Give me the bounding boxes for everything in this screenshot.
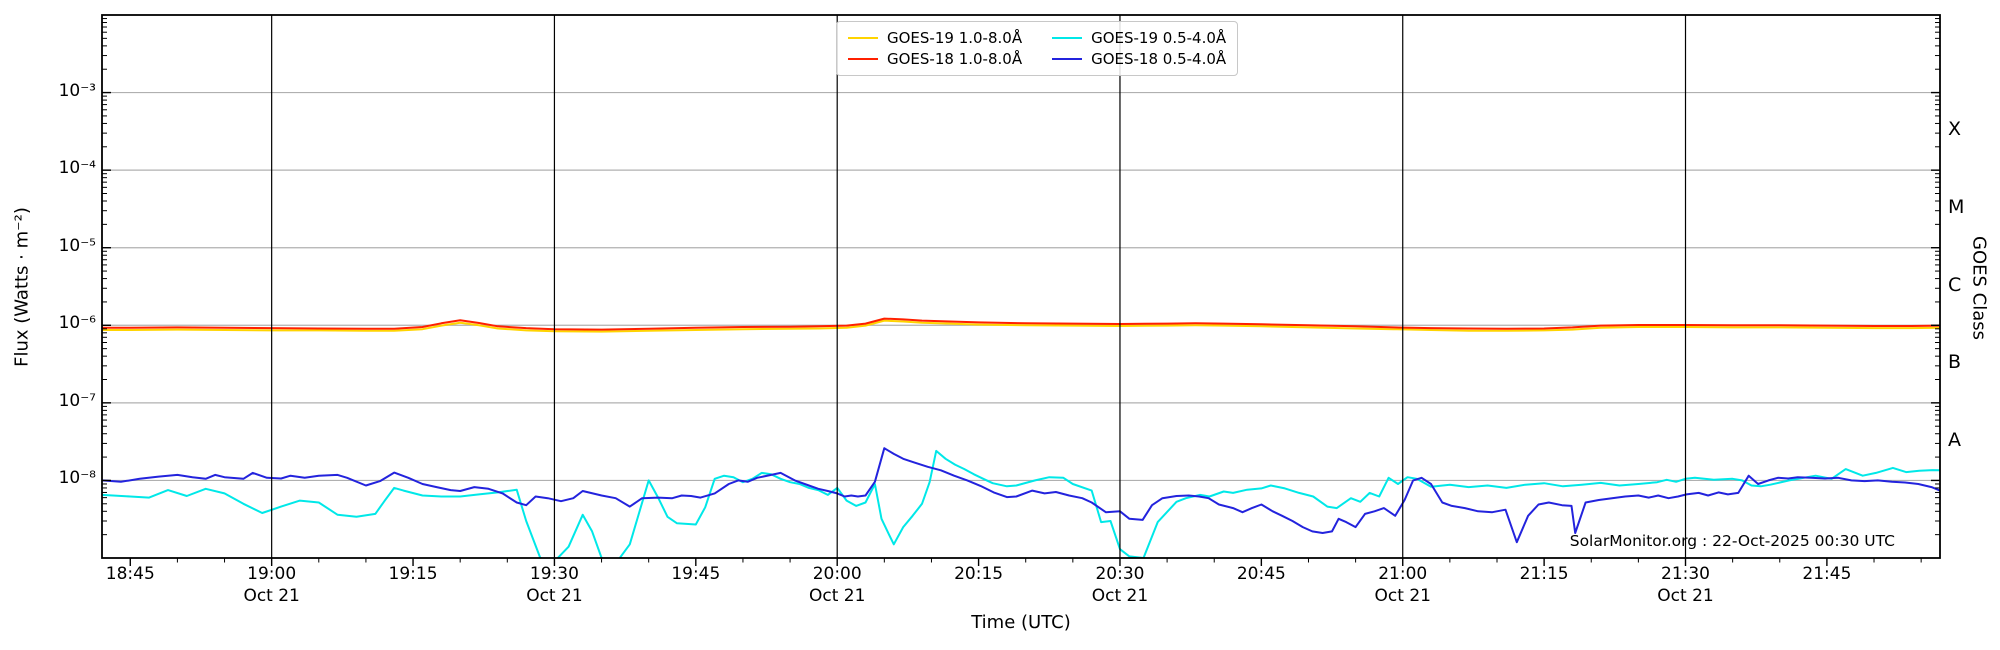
goes-class-letter: X (1948, 118, 1962, 141)
y-tick-label: 10⁻³ (58, 80, 96, 101)
x-tick-label: 20:45 (1236, 564, 1286, 584)
x-tick-label: 20:00 (812, 564, 862, 584)
y-tick-label: 10⁻⁷ (58, 390, 96, 411)
y-tick-label: 10⁻⁴ (58, 158, 96, 179)
x-tick-label: 19:00 (247, 564, 297, 584)
goes-class-letter: B (1948, 351, 1962, 374)
x-tick-label: 21:45 (1802, 564, 1852, 584)
goes-class-letter: C (1948, 273, 1962, 296)
legend: GOES-19 1.0-8.0Å GOES-19 0.5-4.0Å GOES-1… (836, 21, 1239, 76)
y-tick-label: 10⁻⁶ (58, 313, 96, 334)
x-tick-label: 21:15 (1519, 564, 1569, 584)
legend-item: GOES-18 0.5-4.0Å (1052, 50, 1226, 68)
x-tick-date-label: Oct 21 (1657, 586, 1714, 606)
legend-line-swatch (1052, 36, 1083, 40)
legend-line-swatch (848, 36, 878, 40)
legend-label: GOES-18 1.0-8.0Å (887, 50, 1023, 68)
legend-line-swatch (848, 57, 878, 61)
x-tick-label: 19:30 (529, 564, 579, 584)
legend-item: GOES-19 1.0-8.0Å (848, 29, 1022, 47)
x-tick-label: 19:45 (671, 564, 721, 584)
right-axis-label: GOES Class (1968, 236, 1990, 340)
x-tick-date-label: Oct 21 (243, 586, 300, 606)
legend-label: GOES-19 0.5-4.0Å (1091, 29, 1227, 47)
y-tick-label: 10⁻⁸ (58, 468, 96, 489)
x-tick-date-label: Oct 21 (526, 586, 583, 606)
x-tick-label: 20:30 (1095, 564, 1145, 584)
x-tick-label: 18:45 (105, 564, 155, 584)
y-tick-label: 10⁻⁵ (58, 235, 96, 256)
x-tick-date-label: Oct 21 (1091, 586, 1149, 606)
x-tick-label: 21:30 (1661, 564, 1710, 584)
x-tick-label: 20:15 (954, 564, 1004, 584)
x-tick-date-label: Oct 21 (808, 586, 866, 606)
x-tick-label: 19:15 (388, 564, 438, 584)
y-axis-label: Flux (Watts · m⁻²) (11, 207, 33, 367)
legend-item: GOES-18 1.0-8.0Å (848, 50, 1022, 68)
goes-class-letter: M (1948, 195, 1965, 218)
x-axis-label: Time (UTC) (971, 612, 1071, 633)
goes-class-letter: A (1948, 428, 1961, 451)
legend-label: GOES-18 0.5-4.0Å (1091, 50, 1227, 68)
x-tick-label: 21:00 (1378, 564, 1428, 584)
legend-label: GOES-19 1.0-8.0Å (887, 29, 1023, 47)
legend-line-swatch (1052, 57, 1083, 61)
legend-item: GOES-19 0.5-4.0Å (1052, 29, 1226, 47)
solarmonitor-annotation: SolarMonitor.org : 22-Oct-2025 00:30 UTC (1569, 532, 1895, 550)
x-tick-date-label: Oct 21 (1374, 586, 1431, 606)
